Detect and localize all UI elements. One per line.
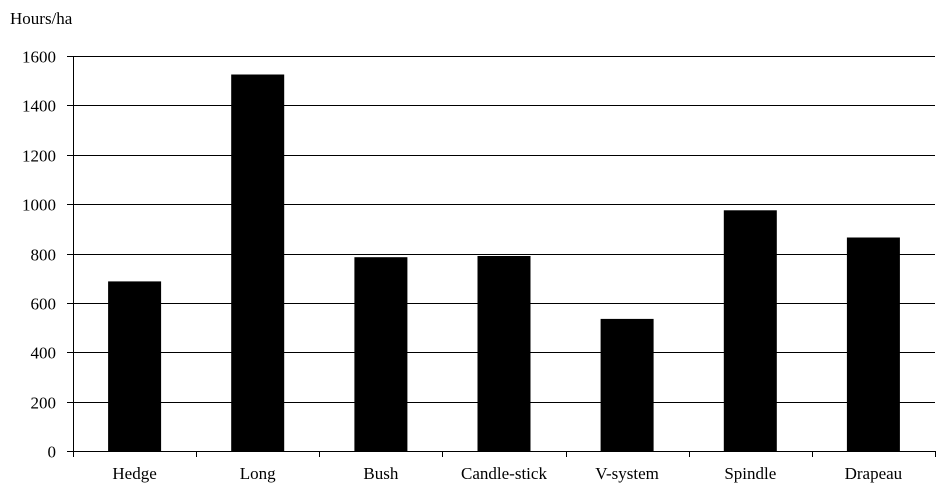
y-tick-label-1400: 1400 xyxy=(22,97,56,116)
y-tick-label-600: 600 xyxy=(31,295,57,314)
y-tick-label-1000: 1000 xyxy=(22,196,56,215)
y-tick-labels: 0 200 400 600 800 1000 1200 1400 1600 xyxy=(22,48,56,462)
bar-v-system xyxy=(600,318,654,451)
bar-long xyxy=(231,74,285,451)
y-tick-label-800: 800 xyxy=(31,246,57,265)
bar-bush xyxy=(354,257,408,451)
x-tick-label-hedge: Hedge xyxy=(112,464,156,483)
x-tick-label-drapeau: Drapeau xyxy=(845,464,903,483)
x-tick-labels: Hedge Long Bush Candle-stick V-system Spindle… xyxy=(112,464,902,483)
bar-drapeau xyxy=(846,237,900,451)
bar-spindle xyxy=(723,210,777,451)
y-tick-label-200: 200 xyxy=(31,394,57,413)
bars xyxy=(108,74,900,451)
y-tick-label-400: 400 xyxy=(31,344,57,363)
x-tick-label-v-system: V-system xyxy=(595,464,659,483)
x-tick-label-spindle: Spindle xyxy=(724,464,776,483)
x-tick-label-long: Long xyxy=(240,464,276,483)
y-tick-label-1200: 1200 xyxy=(22,147,56,166)
y-axis-label: Hours/ha xyxy=(10,9,73,28)
bar-hedge xyxy=(108,281,162,451)
x-tick-label-bush: Bush xyxy=(363,464,398,483)
axes xyxy=(67,56,936,457)
y-tick-label-1600: 1600 xyxy=(22,48,56,67)
y-tick-label-0: 0 xyxy=(48,443,57,462)
bar-candle-stick xyxy=(477,256,531,451)
x-tick-label-candle-stick: Candle-stick xyxy=(461,464,547,483)
